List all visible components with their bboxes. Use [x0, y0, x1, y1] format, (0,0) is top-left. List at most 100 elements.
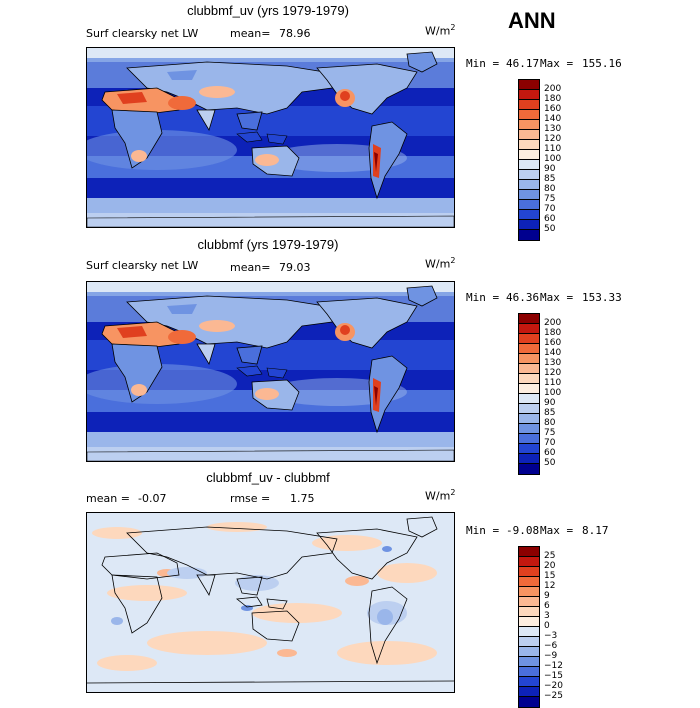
panel3-mean-value: -0.07 — [138, 492, 167, 505]
colorbar-tick-label: −12 — [544, 661, 563, 671]
panel2-max-label: Max = — [540, 291, 574, 304]
colorbar-tick-label: 200 — [544, 84, 562, 94]
panel3-mean-label: mean = — [86, 492, 130, 505]
panel1-map — [86, 47, 455, 228]
panel2-mean-label: mean= — [230, 261, 271, 274]
panel3-title: clubbmf_uv - clubbmf — [206, 470, 330, 485]
colorbar-box — [519, 587, 539, 597]
colorbar-tick-label: −3 — [544, 631, 558, 641]
panel3-rmse-value: 1.75 — [290, 492, 315, 505]
panel2-map-svg — [87, 282, 454, 461]
panel2-variable: Surf clearsky net LW — [86, 259, 199, 272]
colorbar-tick-label: 15 — [544, 571, 556, 581]
colorbar-tick-label: 90 — [544, 398, 556, 408]
colorbar-tick-label: 75 — [544, 428, 556, 438]
colorbar-tick-label: 80 — [544, 418, 556, 428]
colorbar-box — [519, 384, 539, 394]
panel1-title: clubbmf_uv (yrs 1979-1979) — [187, 3, 349, 18]
colorbar-tick-label: 3 — [544, 611, 550, 621]
colorbar-box — [519, 374, 539, 384]
panel3-map — [86, 512, 455, 693]
colorbar-box — [519, 597, 539, 607]
colorbar-box — [519, 344, 539, 354]
colorbar-tick-label: 100 — [544, 154, 562, 164]
panel2-map — [86, 281, 455, 462]
colorbar-tick-label: 50 — [544, 224, 556, 234]
colorbar-tick-label: 110 — [544, 378, 562, 388]
colorbar-tick-label: 120 — [544, 134, 562, 144]
colorbar-tick-label: 60 — [544, 448, 556, 458]
panel1-colorbar — [518, 79, 540, 241]
colorbar-tick-label: 90 — [544, 164, 556, 174]
colorbar-box — [519, 324, 539, 334]
colorbar-box — [519, 647, 539, 657]
panel1-max-label: Max = — [540, 57, 574, 70]
colorbar-box — [519, 140, 539, 150]
colorbar-tick-label: −6 — [544, 641, 558, 651]
colorbar-box — [519, 424, 539, 434]
panel2-units: W/m2 — [425, 256, 456, 271]
colorbar-tick-label: 140 — [544, 348, 562, 358]
colorbar-tick-label: −9 — [544, 651, 558, 661]
panel1-map-svg — [87, 48, 454, 227]
colorbar-box — [519, 414, 539, 424]
colorbar-tick-label: 20 — [544, 561, 556, 571]
colorbar-box — [519, 200, 539, 210]
colorbar-box — [519, 567, 539, 577]
colorbar-tick-label: 100 — [544, 388, 562, 398]
colorbar-tick-label: 160 — [544, 338, 562, 348]
colorbar-tick-label: −20 — [544, 681, 563, 691]
colorbar-tick-label: 70 — [544, 438, 556, 448]
colorbar-box — [519, 80, 539, 90]
colorbar-box — [519, 120, 539, 130]
panel1-mean-label: mean= — [230, 27, 271, 40]
panel1-min-value: 46.17 — [506, 57, 540, 70]
colorbar-tick-label: 85 — [544, 174, 556, 184]
colorbar-box — [519, 90, 539, 100]
colorbar-box — [519, 354, 539, 364]
panel3-units: W/m2 — [425, 488, 456, 503]
colorbar-box — [519, 667, 539, 677]
colorbar-box — [519, 150, 539, 160]
panel3-min-label: Min = — [466, 524, 500, 537]
colorbar-tick-label: 160 — [544, 104, 562, 114]
colorbar-tick-label: −15 — [544, 671, 563, 681]
colorbar-box — [519, 190, 539, 200]
panel3-min-value: -9.08 — [506, 524, 540, 537]
colorbar-tick-label: 50 — [544, 458, 556, 468]
panel1-mean-value: 78.96 — [279, 27, 311, 40]
colorbar-box — [519, 394, 539, 404]
panel3-colorbar — [518, 546, 540, 708]
colorbar-box — [519, 434, 539, 444]
colorbar-box — [519, 334, 539, 344]
colorbar-tick-label: 80 — [544, 184, 556, 194]
colorbar-box — [519, 444, 539, 454]
panel2-colorbar — [518, 313, 540, 475]
colorbar-tick-label: 60 — [544, 214, 556, 224]
panel1-variable: Surf clearsky net LW — [86, 27, 199, 40]
colorbar-box — [519, 170, 539, 180]
colorbar-box — [519, 454, 539, 464]
colorbar-box — [519, 364, 539, 374]
panel1-max-value: 155.16 — [582, 57, 622, 70]
colorbar-box — [519, 210, 539, 220]
colorbar-box — [519, 697, 539, 707]
colorbar-box — [519, 180, 539, 190]
colorbar-tick-label: 85 — [544, 408, 556, 418]
colorbar-tick-label: 110 — [544, 144, 562, 154]
colorbar-box — [519, 314, 539, 324]
colorbar-tick-label: 140 — [544, 114, 562, 124]
colorbar-box — [519, 557, 539, 567]
colorbar-box — [519, 687, 539, 697]
colorbar-tick-label: 12 — [544, 581, 556, 591]
colorbar-tick-label: 75 — [544, 194, 556, 204]
colorbar-box — [519, 130, 539, 140]
panel2-min-label: Min = — [466, 291, 500, 304]
colorbar-tick-label: 25 — [544, 551, 556, 561]
colorbar-tick-label: −25 — [544, 691, 563, 701]
season-label: ANN — [508, 8, 556, 33]
colorbar-box — [519, 677, 539, 687]
colorbar-box — [519, 464, 539, 474]
colorbar-tick-label: 6 — [544, 601, 550, 611]
colorbar-box — [519, 110, 539, 120]
